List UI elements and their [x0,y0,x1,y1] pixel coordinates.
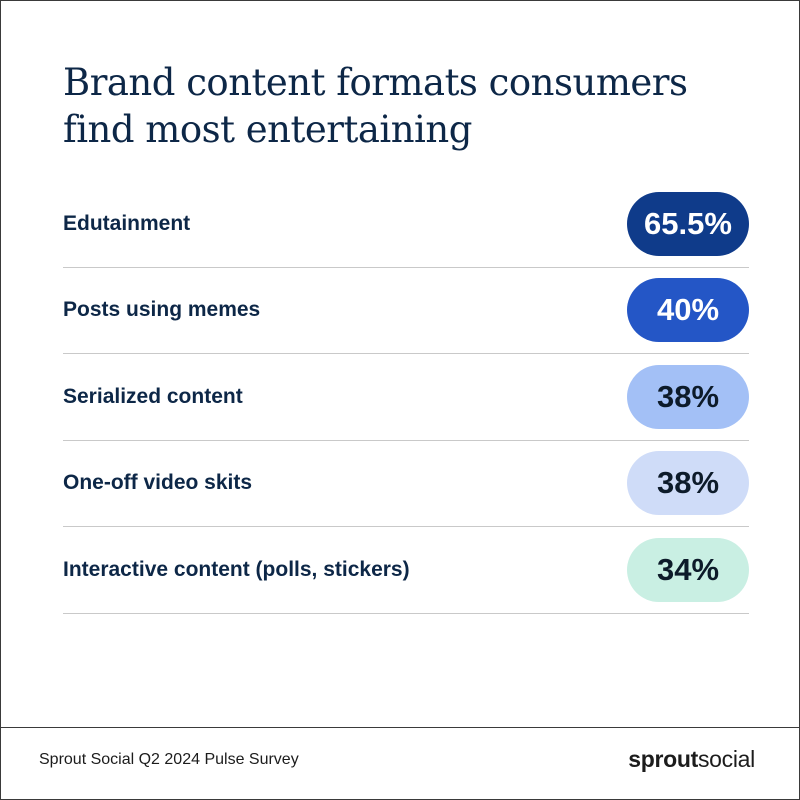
category-label: Serialized content [63,384,243,408]
table-row: Interactive content (polls, stickers) 34% [63,527,749,614]
category-label: Posts using memes [63,298,261,322]
table-row: One-off video skits 38% [63,441,749,527]
value-pill: 65.5% [627,191,749,256]
value-pill: 34% [627,537,749,602]
ranking-table: Edutainment 65.5% Posts using memes 40% Seri… [63,181,749,614]
chart-title: Brand content formats consumers find mos… [63,61,688,151]
value-pill: 38% [627,364,749,429]
category-label: Interactive content (polls, stickers) [63,557,410,581]
value-pill: 38% [627,451,749,516]
value-pill: 40% [627,278,749,343]
sprout-social-logo: sproutsocial [628,746,755,773]
table-row: Serialized content 38% [63,354,749,441]
category-label: Edutainment [63,211,191,235]
category-label: One-off video skits [63,471,253,495]
logo-word-social: social [697,746,755,772]
footer-divider [1,727,800,728]
table-row: Posts using memes 40% [63,268,749,354]
table-row: Edutainment 65.5% [63,181,749,268]
source-note: Sprout Social Q2 2024 Pulse Survey [39,751,299,768]
logo-word-sprout: sprout [628,746,698,772]
